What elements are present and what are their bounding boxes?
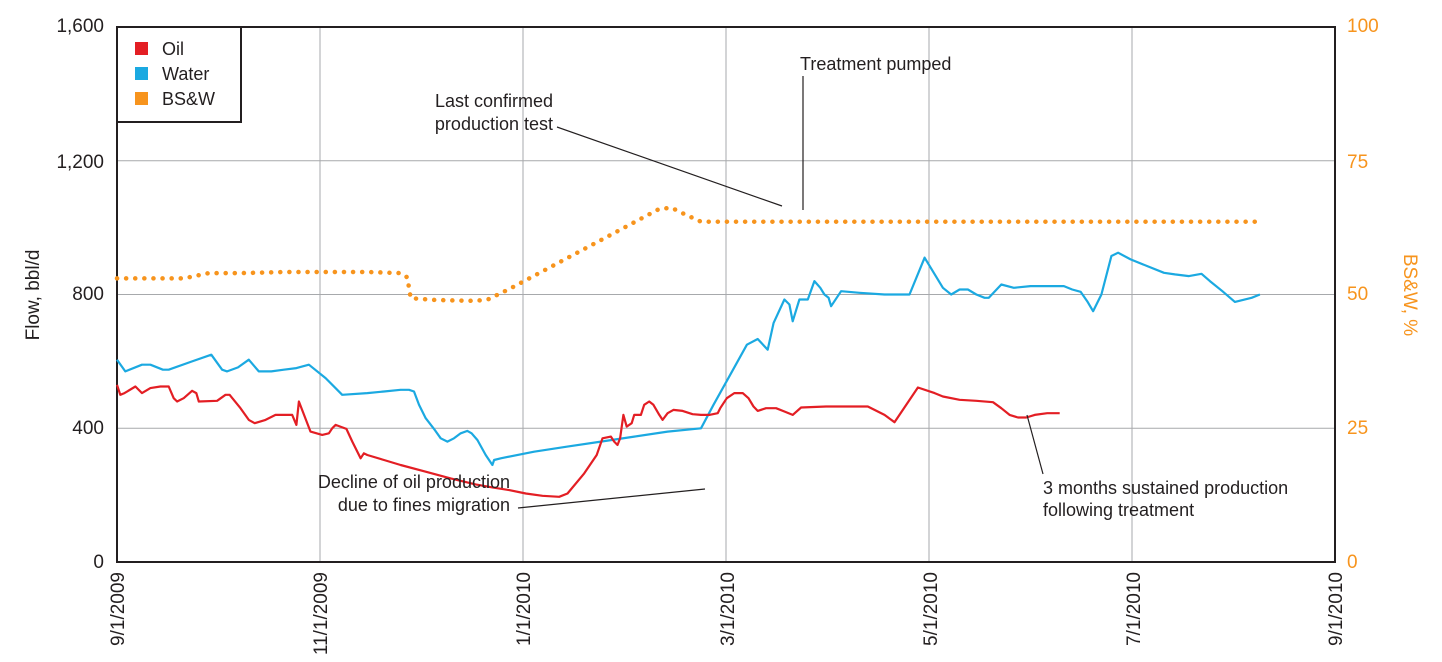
annotation-sustained-line1: 3 months sustained production [1043,478,1288,498]
y2-tick-label: 75 [1347,152,1368,173]
plot-frame [116,26,1336,563]
y-axis-left: 0 400 800 1,200 1,600 [56,16,104,573]
leader-sustained [1026,414,1044,475]
annotation-last-test-line1: Last confirmed [435,91,553,111]
annotation-decline-line2: due to fines migration [338,495,510,515]
y-axis-right: 0 25 50 75 100 [1347,16,1379,573]
y2-tick-label: 25 [1347,418,1368,439]
legend-swatch-oil [135,42,148,55]
legend-label-bsw: BS&W [162,89,215,109]
y-tick-label: 1,600 [56,16,104,37]
x-tick-label: 9/1/2009 [108,572,129,646]
x-tick-label: 7/1/2010 [1124,572,1145,646]
x-tick-label: 3/1/2010 [718,572,739,646]
legend-swatch-bsw [135,92,148,105]
y-tick-label: 1,200 [56,152,104,173]
x-tick-label: 11/1/2009 [311,572,332,655]
y2-axis-title: BS&W, % [1399,254,1420,336]
annotation-sustained-line2: following treatment [1043,500,1194,520]
annotation-decline-line1: Decline of oil production [318,472,510,492]
leader-decline [517,488,706,509]
legend-swatch-water [135,67,148,80]
legend-label-oil: Oil [162,39,184,59]
x-tick-label: 5/1/2010 [921,572,942,646]
gridlines [117,27,1335,562]
series-line-water [116,251,1261,467]
y2-tick-label: 50 [1347,284,1368,305]
y-tick-label: 400 [72,418,104,439]
x-tick-label: 9/1/2010 [1326,572,1347,646]
annotation-treatment: Treatment pumped [800,54,951,74]
y2-tick-label: 0 [1347,552,1358,573]
series-line-bsw [114,205,1263,304]
series-layer [114,205,1263,498]
y-tick-label: 800 [72,284,104,305]
y-axis-title: Flow, bbl/d [23,250,44,341]
series-line-oil [115,384,1060,498]
annotation-leaders [517,76,1044,509]
x-tick-label: 1/1/2010 [514,572,535,646]
y2-tick-label: 100 [1347,16,1379,37]
leader-last-test [556,126,783,207]
y-tick-label: 0 [93,552,104,573]
legend: Oil Water BS&W [116,26,242,123]
x-axis: 9/1/2009 11/1/2009 1/1/2010 3/1/2010 5/1… [108,572,1347,655]
annotation-last-test-line2: production test [435,114,553,134]
legend-label-water: Water [162,64,209,84]
